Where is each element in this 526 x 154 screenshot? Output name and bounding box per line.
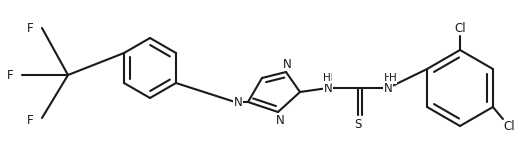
Text: F: F [27, 22, 34, 34]
Text: H: H [389, 73, 397, 83]
Text: F: F [27, 113, 34, 126]
Text: H: H [324, 73, 332, 83]
Text: N: N [323, 81, 332, 95]
Text: H: H [384, 73, 392, 83]
Text: N: N [276, 113, 285, 126]
Text: H: H [323, 73, 331, 83]
Text: N: N [282, 57, 291, 71]
Text: N: N [234, 95, 242, 109]
Text: Cl: Cl [454, 22, 466, 34]
Text: F: F [7, 69, 14, 81]
Text: N: N [323, 81, 332, 95]
Text: Cl: Cl [503, 120, 515, 134]
Text: S: S [355, 118, 362, 130]
Text: N: N [383, 81, 392, 95]
Text: N: N [383, 81, 392, 95]
